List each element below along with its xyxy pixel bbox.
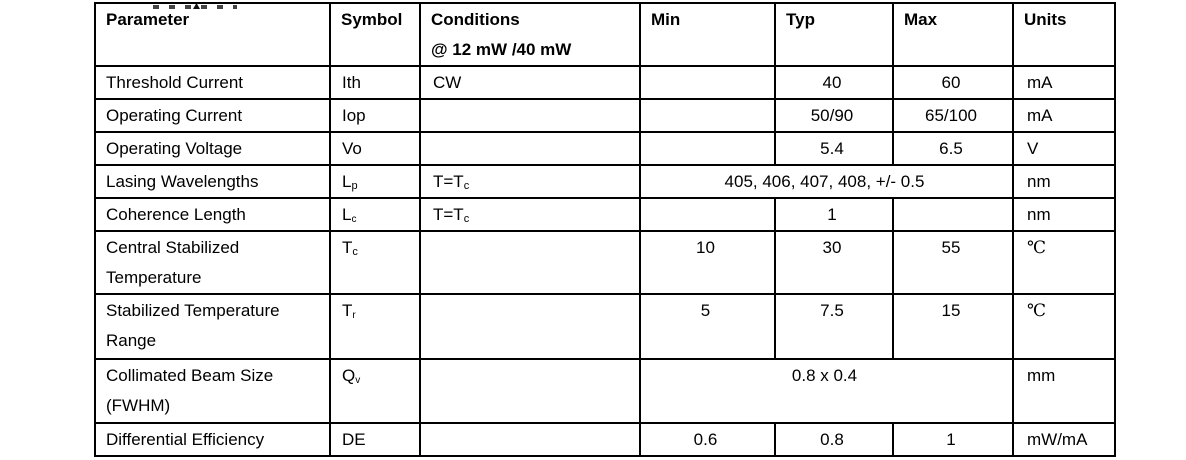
cell-min: 10 (639, 230, 776, 295)
symbol-base: Vo (342, 139, 362, 158)
cell-conditions (419, 230, 641, 295)
cell-max: 6.5 (892, 131, 1014, 166)
cell-units: nm (1012, 197, 1116, 232)
cell-symbol: DE (329, 422, 421, 457)
cell-symbol: Lp (329, 164, 421, 199)
cell-max: 60 (892, 65, 1014, 100)
cell-parameter: Differential Efficiency (94, 422, 331, 457)
cell-symbol: Tc (329, 230, 421, 295)
symbol-base: L (342, 172, 352, 191)
cell-min: 0.6 (639, 422, 776, 457)
symbol-subscript: r (352, 310, 356, 321)
cell-units: mA (1012, 65, 1116, 100)
cell-symbol: Iop (329, 98, 421, 133)
cell-value-span: 405, 406, 407, 408, +/- 0.5 (639, 164, 1014, 199)
cell-units: ℃ (1012, 293, 1116, 360)
spec-table: Parameter Symbol Conditions @ 12 mW /40 … (94, 2, 1116, 457)
cell-units: V (1012, 131, 1116, 166)
cell-typ: 5.4 (774, 131, 894, 166)
symbol-base: T (342, 238, 353, 257)
cell-typ: 7.5 (774, 293, 894, 360)
cell-symbol: Qv (329, 358, 421, 424)
cell-min (639, 131, 776, 166)
header-row: Parameter Symbol Conditions @ 12 mW /40 … (94, 2, 1116, 67)
cell-parameter: Collimated Beam Size (FWHM) (94, 358, 331, 424)
table-row-coherence-length: Coherence Length Lc T=Tc 1 nm (94, 197, 1116, 232)
cell-conditions (419, 98, 641, 133)
cell-symbol: Lc (329, 197, 421, 232)
cell-typ: 1 (774, 197, 894, 232)
conditions-base: T=T (433, 205, 464, 224)
conditions-base: CW (433, 73, 462, 92)
cell-parameter: Coherence Length (94, 197, 331, 232)
cell-symbol: Tr (329, 293, 421, 360)
cell-symbol: Ith (329, 65, 421, 100)
cell-parameter: Threshold Current (94, 65, 331, 100)
cell-max: 55 (892, 230, 1014, 295)
cell-conditions (419, 358, 641, 424)
table-row-central-stabilized-temperature: Central Stabilized Temperature Tc 10 30 … (94, 230, 1116, 295)
cell-typ: 30 (774, 230, 894, 295)
cell-parameter: Operating Current (94, 98, 331, 133)
table-row-stabilized-temperature-range: Stabilized Temperature Range Tr 5 7.5 15… (94, 293, 1116, 360)
cell-parameter: Operating Voltage (94, 131, 331, 166)
cell-units: ℃ (1012, 230, 1116, 295)
cell-max: 65/100 (892, 98, 1014, 133)
symbol-base: L (342, 205, 352, 224)
symbol-base: DE (342, 430, 366, 449)
symbol-subscript: c (351, 214, 357, 225)
col-header-min: Min (639, 2, 776, 67)
cell-units: mW/mA (1012, 422, 1116, 457)
cell-value-span: 0.8 x 0.4 (639, 358, 1014, 424)
col-header-max: Max (892, 2, 1014, 67)
cell-conditions: T=Tc (419, 197, 641, 232)
table-row-differential-efficiency: Differential Efficiency DE 0.6 0.8 1 mW/… (94, 422, 1116, 457)
symbol-base: Q (342, 366, 356, 385)
symbol-subscript: v (355, 375, 361, 386)
cell-conditions: T=Tc (419, 164, 641, 199)
table-row-collimated-beam-size: Collimated Beam Size (FWHM) Qv 0.8 x 0.4… (94, 358, 1116, 424)
cell-max: 15 (892, 293, 1014, 360)
conditions-subscript: c (463, 180, 470, 192)
symbol-base: Ith (342, 73, 361, 92)
cell-parameter: Stabilized Temperature Range (94, 293, 331, 360)
cell-units: mm (1012, 358, 1116, 424)
col-header-conditions-line2: @ 12 mW /40 mW (431, 40, 572, 59)
cell-conditions: CW (419, 65, 641, 100)
cell-typ: 40 (774, 65, 894, 100)
table-row-lasing-wavelengths: Lasing Wavelengths Lp T=Tc 405, 406, 407… (94, 164, 1116, 199)
table-row-operating-current: Operating Current Iop 50/90 65/100 mA (94, 98, 1116, 133)
col-header-units: Units (1012, 2, 1116, 67)
col-header-conditions-line1: Conditions (431, 10, 520, 29)
table-row-operating-voltage: Operating Voltage Vo 5.4 6.5 V (94, 131, 1116, 166)
col-header-symbol: Symbol (329, 2, 421, 67)
col-header-typ: Typ (774, 2, 894, 67)
cell-conditions (419, 422, 641, 457)
cell-symbol: Vo (329, 131, 421, 166)
conditions-base: T=T (433, 172, 464, 191)
cell-parameter: Central Stabilized Temperature (94, 230, 331, 295)
table-row-threshold-current: Threshold Current Ith CW 40 60 mA (94, 65, 1116, 100)
cell-min: 5 (639, 293, 776, 360)
cell-conditions (419, 293, 641, 360)
cell-parameter: Lasing Wavelengths (94, 164, 331, 199)
symbol-subscript: c (352, 246, 358, 258)
cell-typ: 0.8 (774, 422, 894, 457)
cell-typ: 50/90 (774, 98, 894, 133)
cell-min (639, 65, 776, 100)
cell-min (639, 197, 776, 232)
cell-min (639, 98, 776, 133)
col-header-conditions: Conditions @ 12 mW /40 mW (419, 2, 641, 67)
symbol-subscript: p (351, 180, 358, 192)
symbol-base: T (342, 301, 353, 320)
cell-conditions (419, 131, 641, 166)
symbol-base: Iop (342, 106, 366, 125)
cell-units: mA (1012, 98, 1116, 133)
cell-max: 1 (892, 422, 1014, 457)
cell-max (892, 197, 1014, 232)
col-header-parameter: Parameter (94, 2, 331, 67)
conditions-subscript: c (463, 213, 470, 225)
cell-units: nm (1012, 164, 1116, 199)
